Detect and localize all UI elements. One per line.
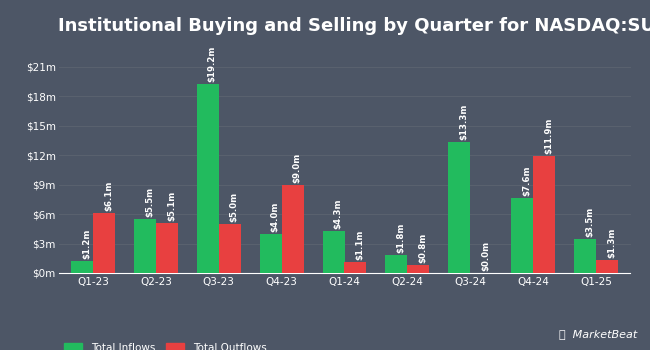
Text: $5.1m: $5.1m <box>167 191 176 221</box>
Text: $1.3m: $1.3m <box>607 228 616 258</box>
Bar <box>93 213 115 273</box>
Bar <box>281 184 304 273</box>
Bar <box>259 234 281 273</box>
Bar <box>197 84 219 273</box>
Bar <box>511 198 533 273</box>
Text: $1.1m: $1.1m <box>356 230 365 260</box>
Bar <box>596 260 618 273</box>
Text: Institutional Buying and Selling by Quarter for NASDAQ:SUSB: Institutional Buying and Selling by Quar… <box>58 17 650 35</box>
Bar <box>219 224 240 273</box>
Legend: Total Inflows, Total Outflows: Total Inflows, Total Outflows <box>64 343 266 350</box>
Text: $1.2m: $1.2m <box>82 229 91 259</box>
Text: $4.0m: $4.0m <box>270 201 280 232</box>
Text: $0.8m: $0.8m <box>419 233 427 263</box>
Bar <box>574 239 596 273</box>
Text: $5.5m: $5.5m <box>145 187 154 217</box>
Text: $4.3m: $4.3m <box>333 198 343 229</box>
Bar <box>156 223 178 273</box>
Bar <box>448 142 470 273</box>
Bar <box>408 265 430 273</box>
Text: $1.8m: $1.8m <box>396 223 406 253</box>
Text: ⼿  MarketBeat: ⼿ MarketBeat <box>559 329 637 340</box>
Bar <box>385 255 408 273</box>
Bar <box>533 156 555 273</box>
Text: $0.0m: $0.0m <box>481 241 490 271</box>
Text: $6.1m: $6.1m <box>104 181 113 211</box>
Text: $13.3m: $13.3m <box>459 104 468 140</box>
Text: $9.0m: $9.0m <box>292 152 302 183</box>
Bar <box>71 261 93 273</box>
Bar <box>322 231 344 273</box>
Text: $7.6m: $7.6m <box>522 166 531 196</box>
Text: $19.2m: $19.2m <box>208 46 217 82</box>
Text: $5.0m: $5.0m <box>230 192 239 222</box>
Bar <box>134 219 156 273</box>
Text: $3.5m: $3.5m <box>585 206 594 237</box>
Text: $11.9m: $11.9m <box>544 118 553 154</box>
Bar <box>344 262 367 273</box>
